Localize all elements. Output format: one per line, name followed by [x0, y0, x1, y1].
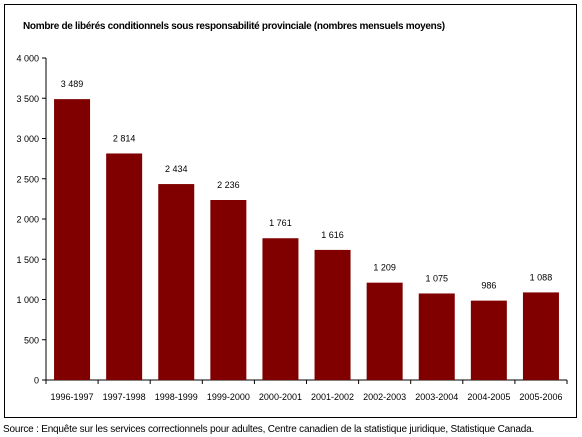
bar-value-label: 1 209: [373, 263, 396, 273]
bar-value-label: 1 616: [321, 230, 344, 240]
value-labels: 3 489 2 814 2 434 2 236 1 761 1 616 1 209 1 075…: [61, 79, 552, 290]
x-tick-label: 1999-2000: [207, 392, 250, 402]
bar: [314, 249, 351, 380]
bar: [418, 293, 455, 380]
y-tick-label: 2 000: [16, 215, 39, 225]
bar: [54, 99, 91, 380]
y-axis-ticks: 0 500 1 000 1 500 2 000 2 500 3 000 3 500 4 000: [16, 54, 46, 386]
bar-value-label: 2 434: [165, 164, 188, 174]
bar-value-label: 1 088: [530, 272, 553, 282]
bar-value-label: 2 236: [217, 180, 240, 190]
x-axis-ticks: [45, 380, 568, 384]
y-tick-label: 1 000: [16, 295, 39, 305]
bar: [522, 292, 559, 380]
bar: [262, 238, 299, 380]
source-note: Source : Enquête sur les services correc…: [3, 424, 535, 435]
bar: [366, 282, 403, 380]
x-tick-label: 2005-2006: [519, 392, 562, 402]
y-tick-label: 4 000: [16, 54, 39, 64]
chart-title: Nombre de libérés conditionnels sous res…: [23, 21, 445, 32]
y-tick-label: 3 500: [16, 94, 39, 104]
y-tick-label: 2 500: [16, 174, 39, 184]
y-tick-label: 1 500: [16, 255, 39, 265]
x-axis-labels: 1996-1997 1997-1998 1998-1999 1999-2000 2000…: [51, 392, 563, 402]
x-tick-label: 1998-1999: [155, 392, 198, 402]
x-tick-label: 2002-2003: [363, 392, 406, 402]
y-tick-label: 500: [24, 335, 39, 345]
x-tick-label: 2003-2004: [415, 392, 458, 402]
bars: [54, 99, 559, 380]
bar: [158, 184, 195, 380]
bar-value-label: 1 075: [425, 273, 448, 283]
bar-value-label: 3 489: [61, 79, 84, 89]
y-tick-label: 3 000: [16, 134, 39, 144]
bar-value-label: 2 814: [113, 133, 136, 143]
x-tick-label: 1996-1997: [51, 392, 94, 402]
y-tick-label: 0: [34, 376, 39, 386]
bar-value-label: 1 761: [269, 218, 292, 228]
bar: [106, 153, 143, 380]
bar: [210, 200, 247, 380]
bar-value-label: 986: [481, 281, 496, 291]
x-tick-label: 2001-2002: [311, 392, 354, 402]
x-tick-label: 2004-2005: [467, 392, 510, 402]
bar: [470, 300, 507, 380]
x-tick-label: 1997-1998: [103, 392, 146, 402]
x-tick-label: 2000-2001: [259, 392, 302, 402]
